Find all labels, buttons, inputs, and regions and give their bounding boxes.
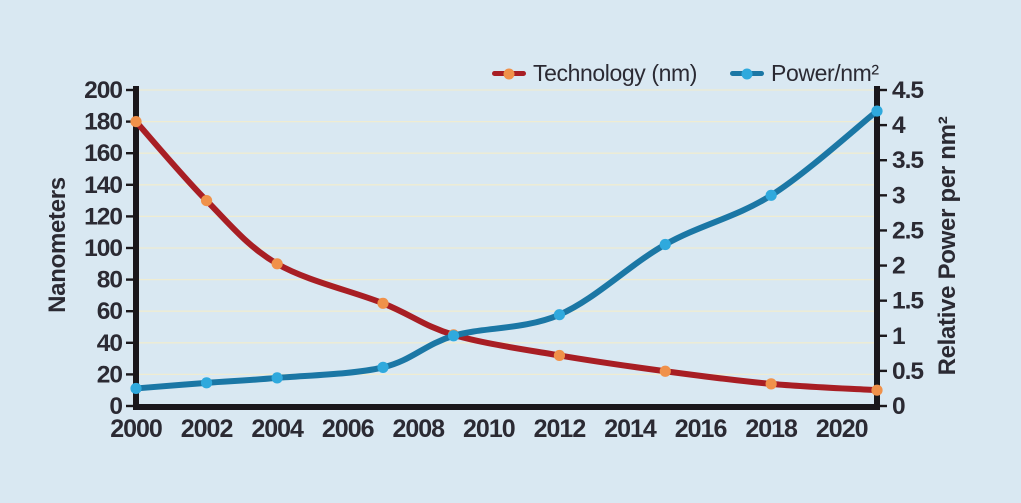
x-axis-tick-label: 2020 [816,415,868,443]
legend-item-technology: Technology (nm) [492,60,697,87]
right-axis-tick-label: 1 [892,323,905,350]
left-axis-tick-label: 60 [97,298,123,325]
power-marker-dot [741,68,753,79]
right-axis-tick-label: 0.5 [892,358,923,385]
left-axis-tick-label: 0 [109,393,122,420]
x-axis-tick-label: 2010 [463,415,515,443]
power-data-point [447,330,460,342]
left-axis-tick-label: 180 [84,109,122,136]
right-axis-tick-label: 3.5 [892,147,923,174]
left-axis-tick-label: 100 [84,235,122,262]
technology-data-point [200,195,213,207]
power-data-point [200,377,213,389]
legend-label-power: Power/nm² [771,60,879,86]
right-axis-title: Relative Power per nm² [934,116,961,376]
right-axis-tick-label: 4.5 [892,77,923,104]
x-axis-tick-label: 2000 [110,415,162,443]
power-data-point [871,105,883,117]
x-axis-tick-label: 2018 [745,415,798,443]
technology-data-point [871,384,883,396]
left-axis-tick-label: 120 [84,203,122,230]
power-data-point [377,361,389,373]
power-data-point [130,382,142,395]
technology-data-point [765,378,777,390]
technology-data-point [659,365,671,377]
right-axis-tick-label: 0 [892,393,905,420]
technology-data-point [377,297,389,309]
technology-data-point [271,258,283,270]
right-axis-tick-label: 2.5 [892,217,923,244]
power-line [133,108,880,392]
x-axis-tick-label: 2004 [251,415,304,443]
x-axis-tick-label: 2008 [392,415,445,443]
left-axis-tick-label: 200 [84,77,122,104]
right-axis-tick-label: 4 [892,112,906,139]
left-axis-title: Nanometers [44,177,71,313]
legend-item-power: Power/nm² [730,60,879,87]
right-axis-tick-label: 3 [892,182,905,209]
right-axis-tick-label: 2 [892,253,905,280]
left-axis-tick-label: 40 [97,330,123,357]
left-axis-tick-label: 20 [97,361,123,388]
power-line-swatch [730,68,765,79]
chart-legend: Technology (nm) Power/nm² [492,60,879,87]
left-axis-tick-label: 160 [84,140,122,167]
power-data-point [553,309,566,321]
power-data-point [659,238,671,251]
left-axis-tick-label: 140 [84,172,122,199]
x-axis-tick-label: 2016 [675,415,727,443]
x-axis-tick-label: 2014 [604,415,657,443]
technology-line [133,118,880,394]
legend-label-technology: Technology (nm) [533,60,698,86]
technology-line-swatch [492,68,526,79]
left-axis-tick-label: 80 [97,267,123,294]
power-data-point [765,189,777,201]
technology-data-point [553,349,566,362]
x-axis-tick-label: 2006 [322,415,374,443]
technology-data-point [130,116,142,128]
technology-marker-dot [503,68,515,79]
right-axis-tick-label: 1.5 [892,288,923,315]
power-data-point [271,372,283,384]
x-axis-tick-label: 2002 [181,415,233,443]
x-axis-tick-label: 2012 [534,415,586,443]
